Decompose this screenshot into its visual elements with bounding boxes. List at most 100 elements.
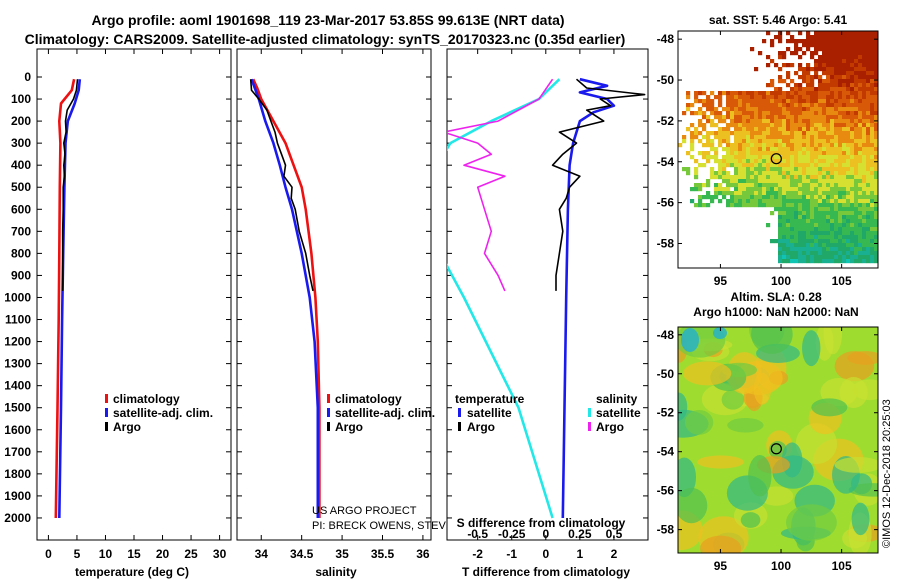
sst-cell	[874, 203, 878, 208]
sst-cell	[802, 215, 807, 220]
x-tick-label: 15	[127, 547, 141, 561]
sst-cell	[874, 155, 878, 160]
sst-cell	[774, 63, 779, 68]
sst-cell	[806, 111, 811, 116]
sst-cell	[826, 131, 831, 136]
sst-cell	[866, 251, 871, 256]
sst-cell	[874, 63, 878, 68]
sst-cell	[854, 255, 859, 260]
sst-cell	[834, 191, 839, 196]
sst-cell	[754, 203, 759, 208]
sst-cell	[802, 131, 807, 136]
sst-cell	[858, 67, 863, 72]
sst-cell	[722, 195, 727, 200]
sst-cell	[774, 179, 779, 184]
sst-cell	[722, 115, 727, 120]
sst-cell	[858, 55, 863, 60]
sst-cell	[802, 255, 807, 260]
sst-cell	[862, 51, 867, 56]
sst-cell	[830, 235, 835, 240]
sst-cell	[838, 175, 843, 180]
sst-cell	[758, 135, 763, 140]
sst-cell	[778, 167, 783, 172]
sst-cell	[762, 147, 767, 152]
sst-cell	[846, 199, 851, 204]
sst-cell	[766, 183, 771, 188]
sst-cell	[778, 35, 783, 40]
sst-cell	[718, 95, 723, 100]
sst-cell	[866, 103, 871, 108]
sst-cell	[738, 95, 743, 100]
sst-cell	[810, 51, 815, 56]
sst-cell	[858, 79, 863, 84]
sst-cell	[758, 183, 763, 188]
sst-cell	[846, 183, 851, 188]
sst-cell	[830, 195, 835, 200]
y-tick-label: 1800	[4, 467, 31, 481]
legend-climatology-swatch	[327, 394, 330, 403]
sst-cell	[786, 239, 791, 244]
sst-cell	[802, 239, 807, 244]
sst-cell	[858, 167, 863, 172]
sst-cell	[782, 243, 787, 248]
sst-cell	[838, 39, 843, 44]
sst-cell	[758, 103, 763, 108]
sst-cell	[778, 119, 783, 124]
sst-cell	[770, 171, 775, 176]
sst-cell	[822, 131, 827, 136]
sst-cell	[782, 143, 787, 148]
sst-cell	[782, 131, 787, 136]
sst-cell	[814, 123, 819, 128]
sla-map-frame	[677, 326, 879, 554]
sst-cell	[798, 39, 803, 44]
sst-cell	[874, 107, 878, 112]
sst-cell	[794, 179, 799, 184]
sst-cell	[826, 75, 831, 80]
sst-cell	[778, 163, 783, 168]
sst-cell	[838, 167, 843, 172]
sst-cell	[786, 91, 791, 96]
sla-map-title: Altim. SLA: 0.28	[730, 290, 822, 304]
sst-cell	[822, 95, 827, 100]
sst-cell	[774, 167, 779, 172]
sst-cell	[854, 123, 859, 128]
sst-cell	[862, 235, 867, 240]
sst-cell	[830, 79, 835, 84]
sla-blob	[751, 327, 793, 355]
sst-cell	[794, 243, 799, 248]
sst-cell	[718, 139, 723, 144]
sst-cell	[762, 139, 767, 144]
sst-cell	[754, 67, 759, 72]
sst-cell	[842, 227, 847, 232]
sst-cell	[870, 163, 875, 168]
sst-cell	[866, 199, 871, 204]
sst-cell	[694, 159, 699, 164]
sst-cell	[822, 235, 827, 240]
sst-cell	[798, 231, 803, 236]
sst-cell	[690, 143, 695, 148]
y-tick-label: 700	[11, 224, 31, 238]
sst-cell	[854, 59, 859, 64]
sst-cell	[838, 171, 843, 176]
sst-cell	[770, 143, 775, 148]
sst-cell	[842, 191, 847, 196]
sst-cell	[858, 155, 863, 160]
sst-cell	[846, 67, 851, 72]
sst-cell	[798, 115, 803, 120]
sst-cell	[730, 107, 735, 112]
sst-cell	[846, 195, 851, 200]
sst-cell	[778, 243, 783, 248]
sst-cell	[842, 171, 847, 176]
sst-cell	[738, 167, 743, 172]
sst-cell	[750, 163, 755, 168]
sst-cell	[806, 175, 811, 180]
sst-cell	[858, 63, 863, 68]
sst-cell	[830, 207, 835, 212]
sst-cell	[850, 207, 855, 212]
sst-cell	[790, 211, 795, 216]
sst-cell	[842, 111, 847, 116]
sst-cell	[826, 203, 831, 208]
sst-cell	[850, 223, 855, 228]
sst-cell	[774, 107, 779, 112]
sst-cell	[798, 243, 803, 248]
